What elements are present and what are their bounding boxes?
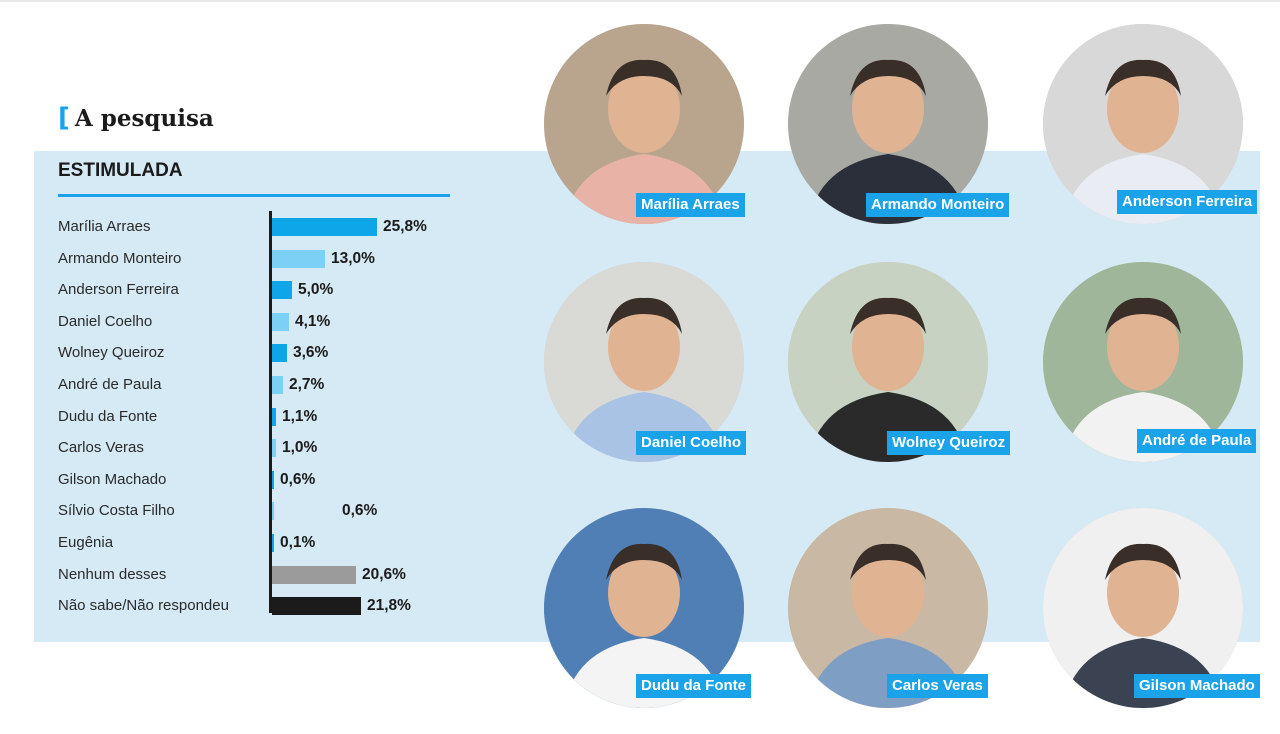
category-label: Carlos Veras	[58, 439, 144, 457]
candidate-name-tag: Wolney Queiroz	[887, 431, 1011, 455]
bar	[272, 534, 274, 552]
bar	[272, 470, 274, 489]
candidate-name-tag: Anderson Ferreira	[1117, 190, 1258, 214]
value-label: 21,8%	[367, 597, 411, 615]
value-label: 1,0%	[282, 439, 318, 457]
bar	[272, 565, 356, 584]
candidate-name-tag: Carlos Veras	[887, 674, 988, 698]
value-label: 0,6%	[342, 502, 378, 520]
category-label: Não sabe/Não respondeu	[58, 597, 229, 615]
portrait-icon	[544, 262, 744, 462]
bar	[272, 281, 292, 300]
value-label: 25,8%	[383, 218, 427, 235]
value-label: 0,6%	[280, 470, 316, 488]
category-label: André de Paula	[58, 376, 162, 393]
chart-title: ESTIMULADA	[58, 160, 183, 181]
bar	[272, 597, 361, 616]
portrait-icon	[788, 24, 988, 224]
candidate-name-tag: Daniel Coelho	[636, 431, 747, 455]
candidate-name-tag: André de Paula	[1137, 429, 1257, 453]
bar	[272, 249, 325, 268]
category-label: Dudu da Fonte	[58, 407, 158, 425]
bar	[272, 312, 289, 331]
value-label: 4,1%	[295, 312, 331, 330]
category-label: Eugênia	[58, 534, 114, 551]
candidate-photo	[788, 24, 988, 224]
bar	[272, 344, 287, 363]
bar	[272, 218, 377, 236]
bar	[272, 439, 276, 458]
category-label: Wolney Queiroz	[58, 344, 165, 362]
bar	[272, 376, 283, 394]
value-label: 20,6%	[362, 565, 406, 583]
section-heading: [ A pesquisa	[58, 103, 214, 133]
portrait-icon	[544, 24, 744, 224]
value-label: 0,1%	[280, 534, 316, 551]
heading-bracket: [	[58, 103, 70, 133]
candidate-name-tag: Marília Arraes	[636, 193, 745, 217]
bar	[272, 407, 276, 426]
heading-title: A pesquisa	[74, 104, 214, 132]
bar	[272, 502, 274, 521]
top-rule	[0, 0, 1280, 2]
category-label: Gilson Machado	[58, 470, 167, 488]
value-label: 13,0%	[331, 249, 375, 267]
category-label: Sílvio Costa Filho	[58, 502, 175, 520]
candidate-photo	[788, 262, 988, 462]
candidate-name-tag: Dudu da Fonte	[636, 674, 751, 698]
portrait-icon	[788, 262, 988, 462]
value-label: 3,6%	[293, 344, 329, 362]
value-label: 5,0%	[298, 281, 334, 299]
category-label: Daniel Coelho	[58, 312, 153, 330]
candidate-photo	[544, 24, 744, 224]
candidate-photo	[544, 262, 744, 462]
category-label: Anderson Ferreira	[58, 281, 179, 299]
chart-axis-line	[269, 211, 272, 613]
value-label: 2,7%	[289, 376, 325, 393]
category-label: Armando Monteiro	[58, 249, 182, 267]
category-label: Nenhum desses	[58, 565, 167, 583]
candidate-name-tag: Gilson Machado	[1134, 674, 1260, 698]
chart-title-underline	[58, 194, 450, 197]
value-label: 1,1%	[282, 407, 318, 425]
category-label: Marília Arraes	[58, 218, 151, 235]
candidate-name-tag: Armando Monteiro	[866, 193, 1010, 217]
